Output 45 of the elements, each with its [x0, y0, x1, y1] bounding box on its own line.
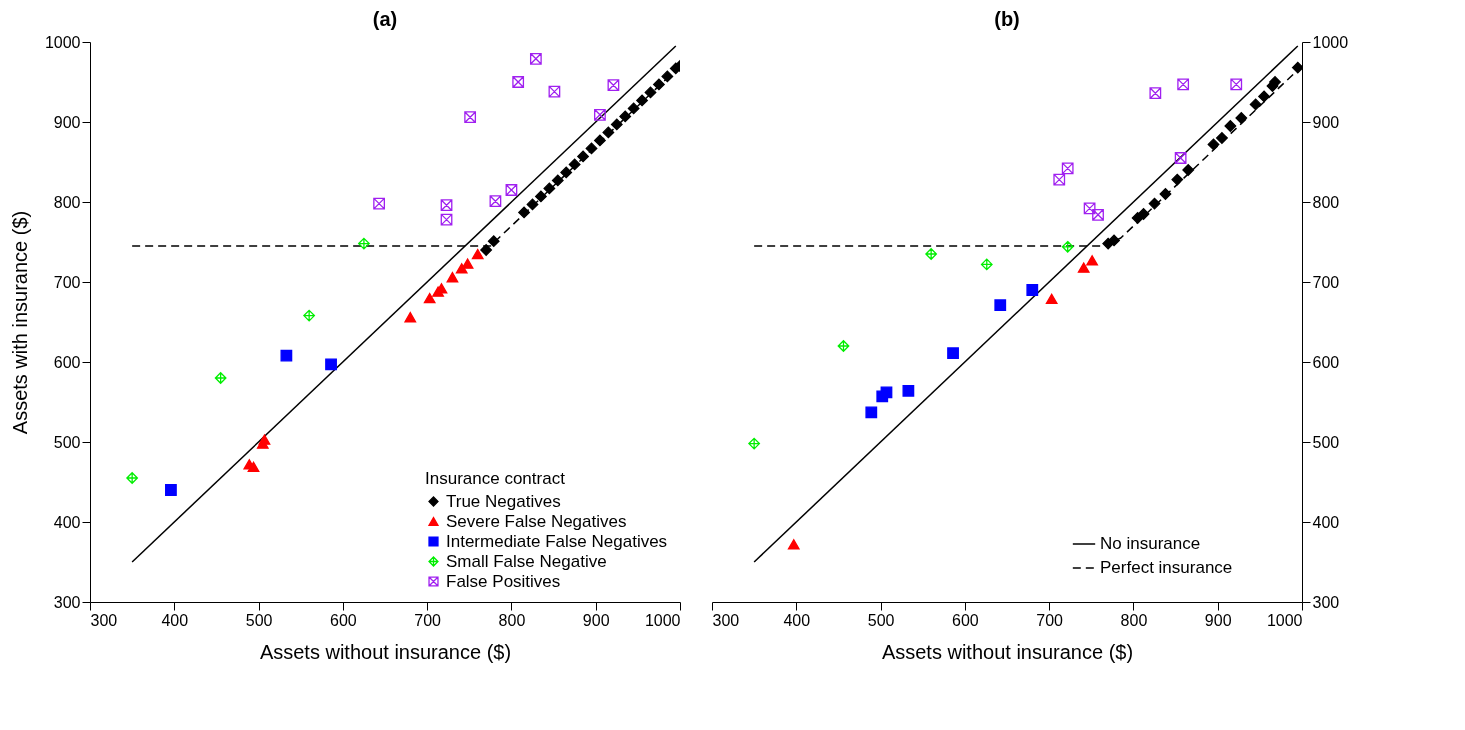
legend-label: False Positives: [446, 571, 561, 591]
y2-tick-label: 500: [1312, 433, 1340, 451]
y-axis-title: Assets with insurance ($): [8, 210, 31, 435]
x-tick-label: 900: [582, 611, 610, 629]
legend-label: Perfect insurance: [1100, 558, 1233, 577]
x-tick-label: 600: [330, 611, 357, 629]
x-tick-label: 1000: [644, 611, 681, 629]
y-tick-label: 300: [53, 593, 81, 611]
y2-tick-label: 800: [1312, 193, 1340, 211]
chart-title: (a): [372, 8, 398, 30]
legend-label: No insurance: [1100, 534, 1201, 553]
y2-tick-label: 300: [1312, 593, 1340, 611]
x-tick-label: 700: [414, 611, 442, 629]
x-tick-label: 500: [867, 611, 895, 629]
y2-tick-label: 700: [1312, 273, 1340, 291]
x-tick-label: 1000: [1266, 611, 1303, 629]
y-tick-label: 500: [53, 433, 81, 451]
x-tick-label: 700: [1036, 611, 1064, 629]
x-tick-label: 300: [712, 611, 740, 629]
x-tick-label: 400: [161, 611, 189, 629]
legend-label: True Negatives: [446, 491, 561, 511]
chart-title: (b): [994, 8, 1020, 30]
legend-label: Intermediate False Negatives: [446, 531, 668, 551]
y-tick-label: 1000: [44, 33, 81, 51]
y2-tick-label: 400: [1312, 513, 1340, 531]
y2-tick-label: 600: [1312, 353, 1340, 371]
x-tick-label: 900: [1204, 611, 1232, 629]
x-tick-label: 800: [498, 611, 526, 629]
x-tick-label: 800: [1120, 611, 1148, 629]
y2-tick-label: 900: [1312, 113, 1340, 131]
x-tick-label: 500: [245, 611, 273, 629]
x-tick-label: 600: [952, 611, 979, 629]
y-tick-label: 700: [53, 273, 81, 291]
x-tick-label: 400: [783, 611, 811, 629]
legend-title: Insurance contract: [425, 469, 566, 488]
x-tick-label: 300: [90, 611, 118, 629]
y-tick-label: 800: [53, 193, 81, 211]
y-tick-label: 600: [53, 353, 81, 371]
y2-tick-label: 1000: [1312, 33, 1349, 51]
y-tick-label: 900: [53, 113, 81, 131]
x-axis-title: Assets without insurance ($): [881, 640, 1134, 663]
legend-label: Small False Negative: [446, 551, 607, 571]
x-axis-title: Assets without insurance ($): [259, 640, 512, 663]
legend-label: Severe False Negatives: [446, 511, 627, 531]
y-tick-label: 400: [53, 513, 81, 531]
